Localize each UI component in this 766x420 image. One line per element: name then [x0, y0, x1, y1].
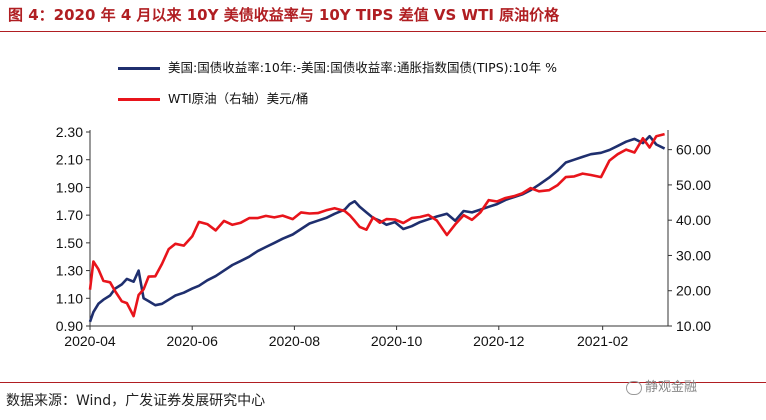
legend-swatch-wti	[118, 98, 160, 101]
x-tick-label: 2020-06	[167, 333, 219, 349]
series-line-wti	[88, 132, 665, 318]
wechat-icon	[626, 380, 642, 395]
y-left-tick-label: 2.10	[56, 152, 83, 168]
y-right-tick-label: 20.00	[676, 283, 711, 299]
title-divider	[0, 31, 766, 32]
x-tick-label: 2020-12	[473, 333, 525, 349]
x-tick-label: 2020-08	[269, 333, 321, 349]
y-left-tick-label: 2.30	[56, 124, 83, 140]
x-tick-label: 2020-10	[371, 333, 423, 349]
y-left-tick-label: 1.70	[56, 207, 83, 223]
y-left-tick-label: 0.90	[56, 318, 83, 334]
y-right-tick-label: 40.00	[676, 212, 711, 228]
series-line-spread	[88, 134, 666, 323]
legend-label-spread: 美国:国债收益率:10年:-美国:国债收益率:通胀指数国债(TIPS):10年 …	[167, 60, 557, 75]
y-right-tick-label: 60.00	[676, 142, 711, 158]
y-right-tick-label: 30.00	[676, 247, 711, 263]
y-left-tick-label: 1.90	[56, 179, 83, 195]
watermark-text: 静观金融	[645, 380, 698, 395]
y-right-tick-label: 10.00	[676, 318, 711, 334]
legend-entry-spread: 美国:国债收益率:10年:-美国:国债收益率:通胀指数国债(TIPS):10年 …	[118, 57, 557, 76]
y-left-tick-label: 1.10	[56, 290, 83, 306]
legend-swatch-spread	[118, 67, 160, 70]
data-source: 数据来源：Wind，广发证券发展研究中心	[6, 393, 266, 409]
x-tick-label: 2021-02	[577, 333, 629, 349]
legend-entry-wti: WTI原油（右轴）美元/桶	[118, 88, 308, 107]
source-divider	[0, 382, 766, 383]
y-left-tick-label: 1.30	[56, 263, 83, 279]
legend-label-wti: WTI原油（右轴）美元/桶	[167, 91, 309, 106]
chart-title: 图 4：2020 年 4 月以来 10Y 美债收益率与 10Y TIPS 差值 …	[8, 6, 560, 24]
watermark: 静观金融	[626, 376, 697, 395]
y-left-tick-label: 1.50	[56, 235, 83, 251]
y-right-tick-label: 50.00	[676, 177, 711, 193]
x-tick-label: 2020-04	[64, 333, 116, 349]
